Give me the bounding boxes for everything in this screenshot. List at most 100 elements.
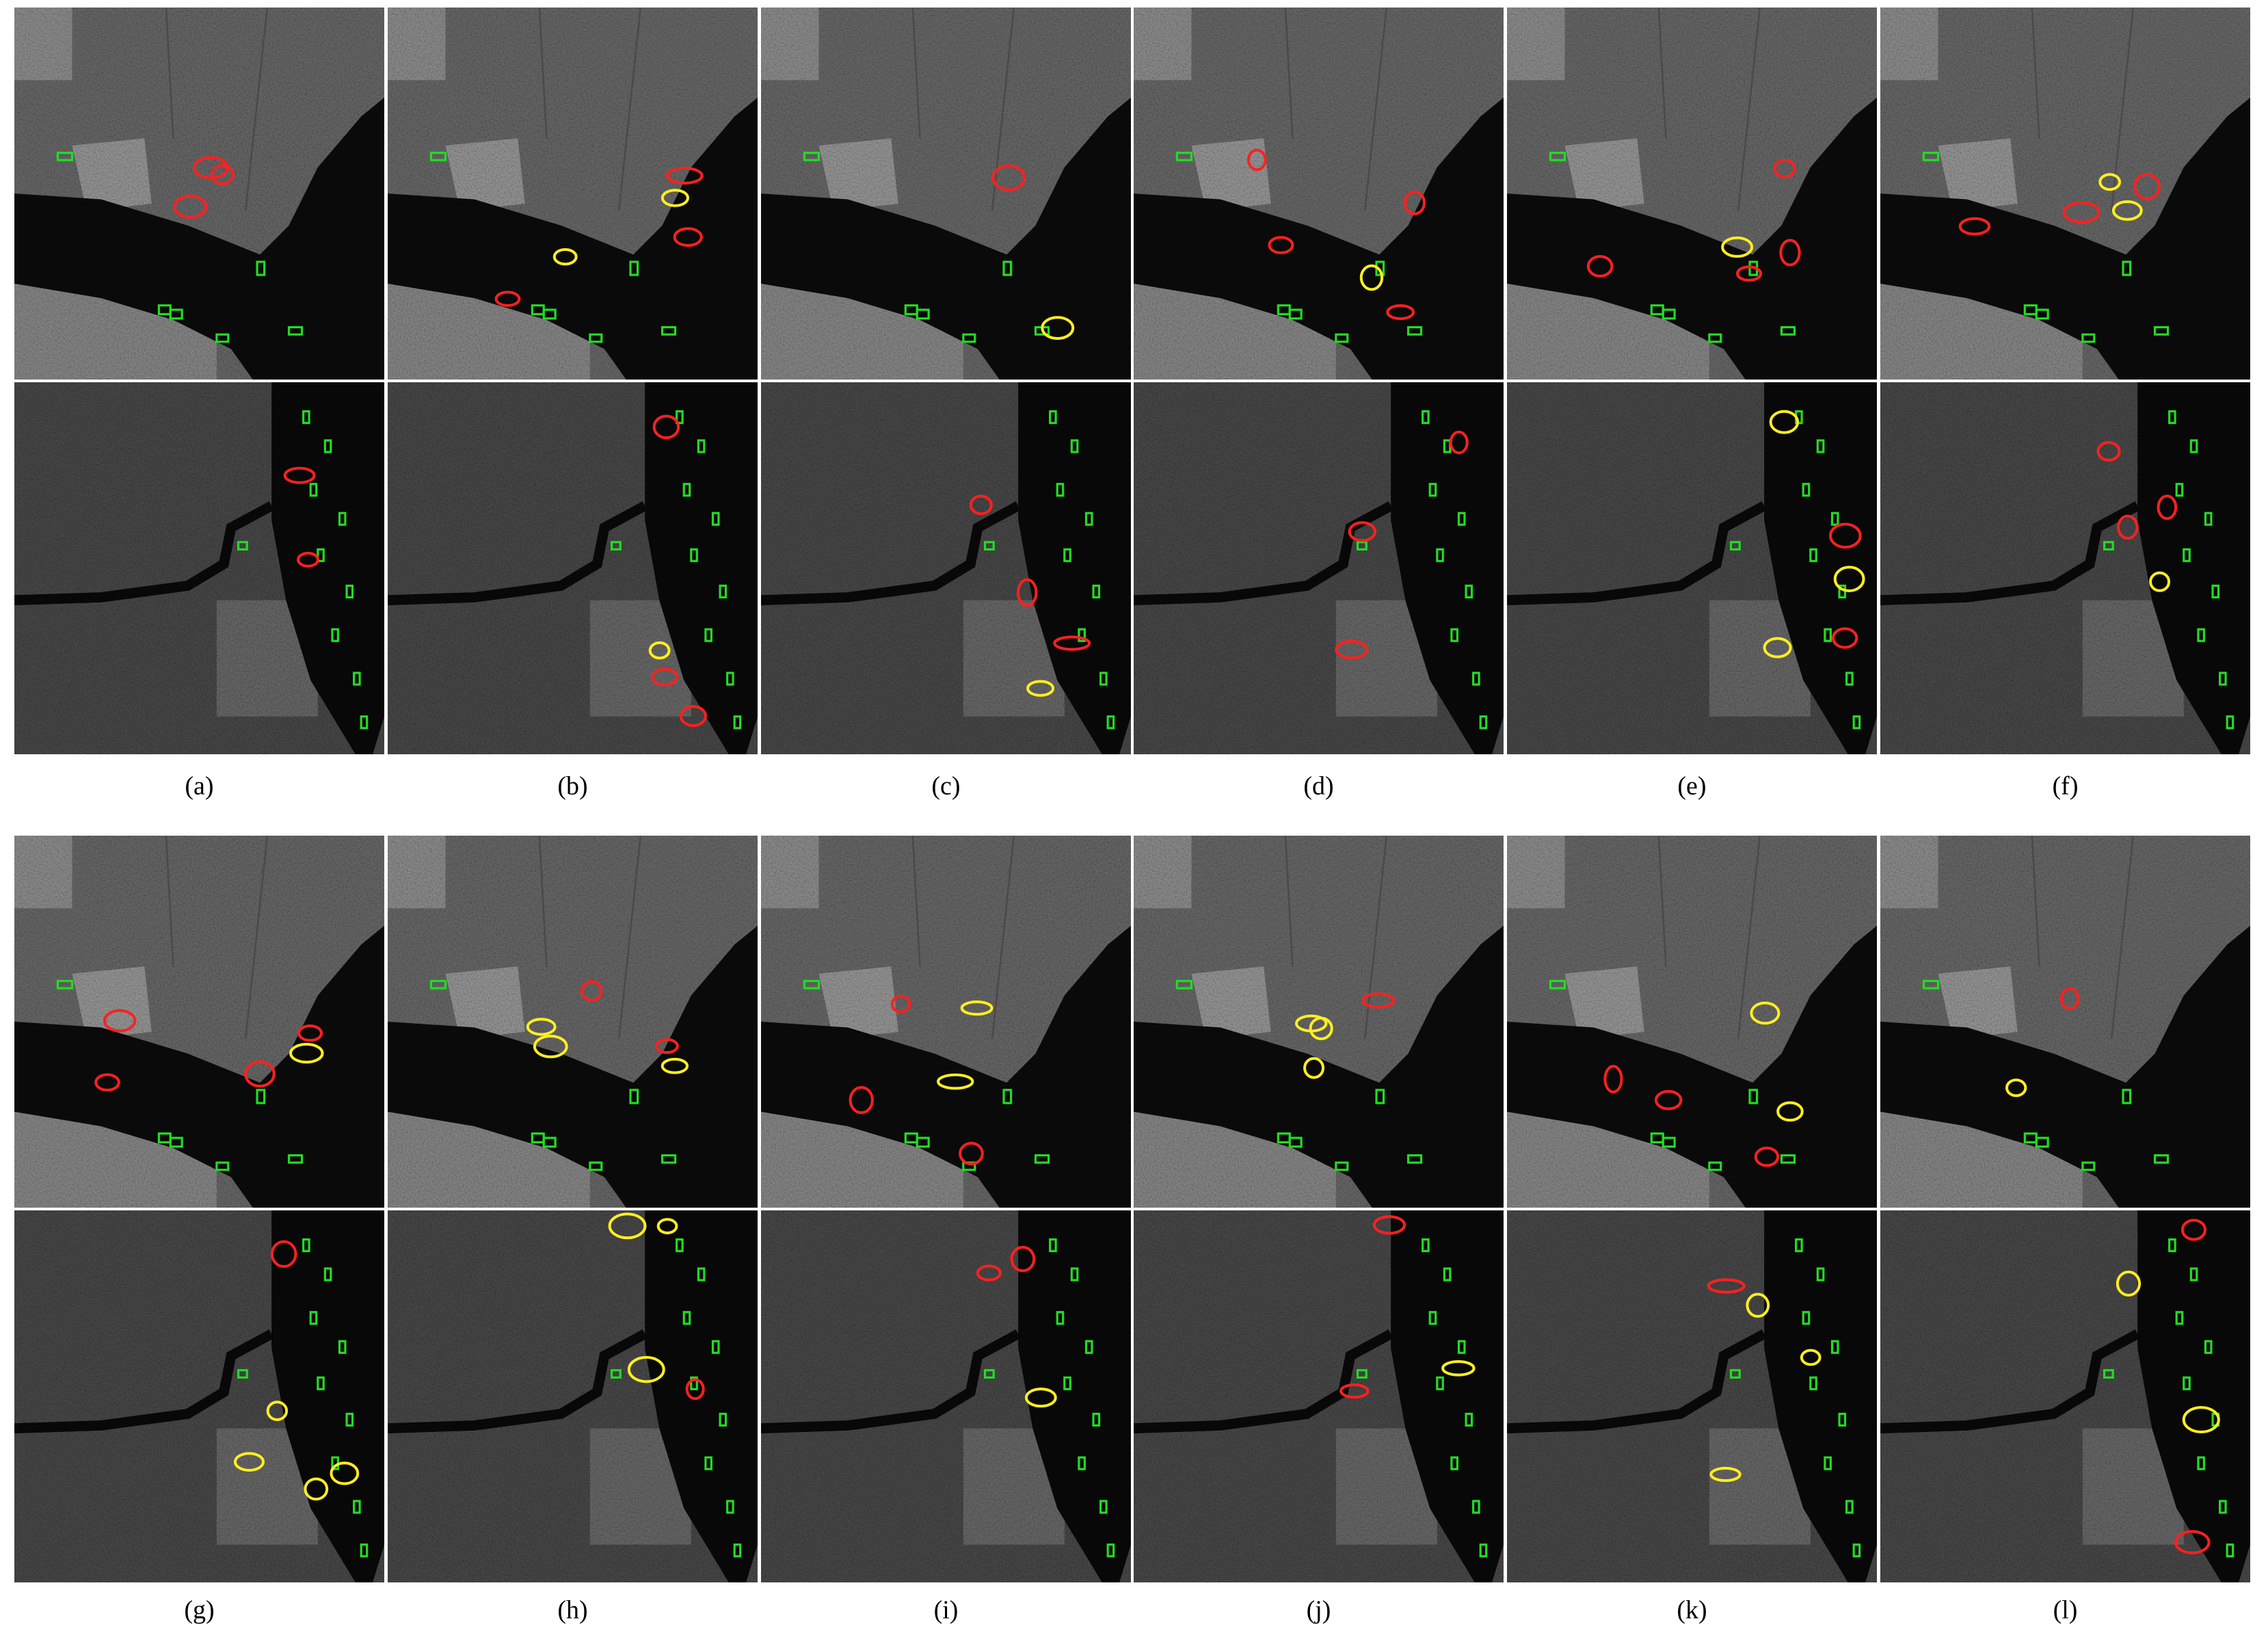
panel-label: (i) — [934, 1596, 959, 1625]
detection-marker — [1246, 148, 1267, 172]
detection-marker — [1773, 159, 1796, 178]
panel-label: (l) — [2053, 1596, 2078, 1625]
detection-marker — [1831, 627, 1858, 649]
sar-image — [1507, 836, 1877, 1208]
sar-image — [1134, 836, 1504, 1208]
detection-marker — [173, 194, 207, 219]
detection-marker — [2098, 173, 2122, 191]
detection-marker — [650, 667, 679, 687]
detection-marker — [1053, 635, 1091, 651]
sar-image — [14, 836, 384, 1208]
detection-marker — [266, 1401, 289, 1422]
detection-marker — [1707, 1278, 1746, 1294]
detection-marker — [2117, 514, 2139, 540]
sar-image — [388, 382, 758, 754]
sar-image — [388, 836, 758, 1208]
detection-marker — [526, 1018, 557, 1036]
detection-marker — [665, 166, 704, 185]
detection-marker — [330, 1461, 360, 1485]
detection-marker — [283, 466, 316, 484]
detection-marker — [1449, 430, 1469, 455]
sar-image — [1507, 382, 1877, 754]
panel-label: (c) — [931, 772, 960, 801]
detection-marker — [656, 1218, 678, 1234]
panel-label: (h) — [557, 1596, 587, 1625]
detection-marker — [2005, 1078, 2027, 1098]
detection-marker — [1709, 1466, 1742, 1483]
detection-marker — [1779, 239, 1801, 267]
detection-marker — [960, 1000, 993, 1016]
panel-label: (b) — [557, 772, 587, 801]
detection-marker — [2157, 494, 2178, 520]
detection-marker — [608, 1212, 647, 1240]
detection-marker — [2062, 201, 2100, 224]
detection-marker — [103, 1009, 137, 1033]
detection-marker — [2133, 172, 2161, 200]
detection-marker — [1754, 1146, 1780, 1167]
detection-marker — [976, 1264, 1002, 1282]
panel-label: (e) — [1677, 772, 1706, 801]
detection-marker — [2111, 200, 2143, 221]
detection-marker — [959, 1141, 984, 1166]
detection-marker — [211, 163, 235, 185]
sar-image — [388, 8, 758, 380]
detection-marker — [937, 1073, 974, 1090]
detection-marker — [1372, 1215, 1406, 1235]
sar-image — [1134, 1210, 1504, 1582]
detection-marker — [648, 641, 671, 660]
sar-image — [761, 836, 1131, 1208]
detection-marker — [685, 1378, 705, 1401]
detection-marker — [2116, 1271, 2142, 1297]
detection-marker — [1339, 1383, 1370, 1399]
detection-marker — [1654, 1089, 1683, 1111]
panel-label: (d) — [1303, 772, 1333, 801]
detection-marker — [1010, 1245, 1036, 1273]
detection-marker — [890, 994, 911, 1013]
panel-label: (a) — [185, 772, 213, 801]
sar-image — [1134, 382, 1504, 754]
detection-marker — [1016, 578, 1038, 607]
detection-marker — [1763, 637, 1792, 659]
detection-marker — [1800, 1349, 1822, 1366]
detection-marker — [1736, 265, 1763, 282]
detection-marker — [1361, 992, 1396, 1009]
sar-image — [14, 8, 384, 380]
detection-marker — [1335, 639, 1369, 660]
detection-marker — [533, 1035, 568, 1059]
detection-marker — [1303, 1057, 1325, 1079]
detection-marker — [1829, 522, 1862, 549]
detection-marker — [1348, 521, 1377, 542]
sar-image — [1507, 1210, 1877, 1582]
detection-marker — [1958, 217, 1991, 236]
panel-label: (j) — [1307, 1596, 1331, 1625]
detection-marker — [2096, 440, 2121, 462]
detection-marker — [1295, 1014, 1328, 1033]
detection-marker — [297, 551, 319, 568]
detection-marker — [661, 1057, 689, 1074]
detection-marker — [849, 1086, 874, 1115]
detection-marker — [1268, 236, 1294, 254]
sar-image — [14, 1210, 384, 1582]
detection-marker — [1750, 1001, 1780, 1025]
detection-marker — [1024, 1388, 1057, 1408]
detection-marker — [652, 414, 680, 440]
sar-image — [761, 1210, 1131, 1582]
detection-marker — [494, 291, 521, 307]
detection-marker — [2059, 987, 2080, 1010]
detection-marker — [1833, 566, 1865, 592]
detection-marker — [1603, 1065, 1623, 1093]
detection-marker — [661, 189, 689, 207]
detection-marker — [552, 248, 578, 266]
detection-marker — [94, 1073, 120, 1092]
detection-marker — [297, 1024, 323, 1042]
detection-marker — [969, 494, 993, 516]
detection-marker — [1776, 1101, 1804, 1122]
detection-marker — [627, 1355, 665, 1383]
panel-label: (f) — [2053, 772, 2079, 801]
detection-marker — [304, 1477, 329, 1501]
detection-marker — [289, 1042, 324, 1064]
detection-marker — [673, 227, 703, 247]
detection-marker — [270, 1240, 297, 1269]
detection-marker — [1403, 190, 1426, 215]
sar-image — [1134, 8, 1504, 380]
